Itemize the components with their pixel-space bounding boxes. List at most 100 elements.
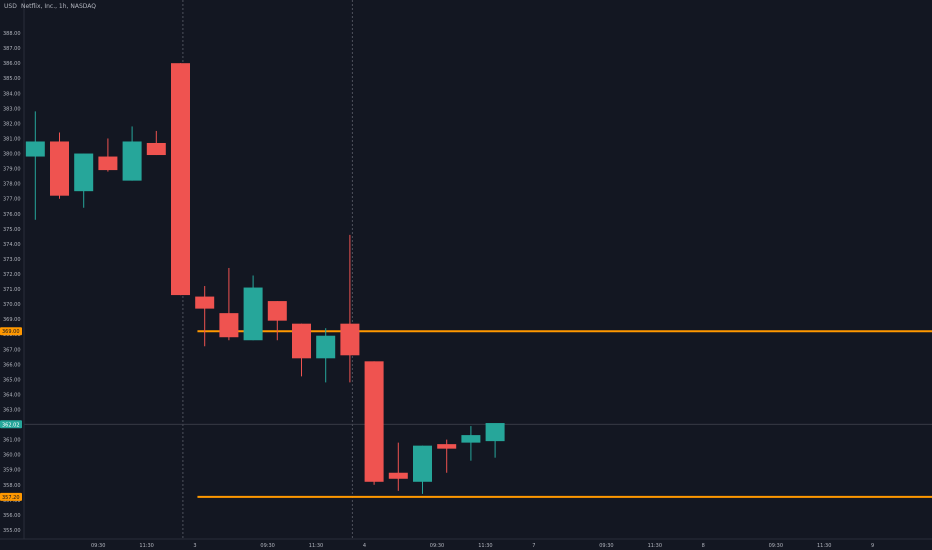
candle-body[interactable] bbox=[340, 323, 360, 356]
level-price-tag: 357.20 bbox=[0, 492, 22, 501]
candles[interactable] bbox=[25, 63, 505, 494]
level-price-tag-box bbox=[0, 327, 22, 336]
candle-body[interactable] bbox=[171, 63, 190, 296]
level-lines[interactable] bbox=[197, 330, 932, 498]
candle[interactable] bbox=[413, 445, 432, 494]
price-tick-label: 357.00 bbox=[3, 498, 21, 504]
candle[interactable] bbox=[243, 275, 263, 341]
candle[interactable] bbox=[195, 286, 215, 347]
price-tick-label: 370.00 bbox=[3, 302, 21, 308]
candle-body[interactable] bbox=[437, 444, 457, 449]
price-tick-label: 359.00 bbox=[3, 468, 21, 474]
time-tick-label: 11:30 bbox=[817, 543, 831, 549]
candle-body[interactable] bbox=[292, 323, 311, 359]
candle[interactable] bbox=[340, 234, 360, 383]
candle-body[interactable] bbox=[74, 153, 94, 192]
price-tick-label: 388.00 bbox=[3, 31, 21, 37]
candle[interactable] bbox=[364, 361, 384, 485]
time-tick-label: 09:30 bbox=[91, 543, 105, 549]
candle-body[interactable] bbox=[243, 287, 263, 341]
candle-body[interactable] bbox=[364, 361, 384, 482]
price-tick-label: 355.00 bbox=[3, 528, 21, 534]
time-tick-label: 09:30 bbox=[430, 543, 444, 549]
last-price-tag: 362.02 bbox=[0, 420, 22, 429]
candle-body[interactable] bbox=[267, 301, 287, 321]
price-tick-label: 374.00 bbox=[3, 242, 21, 248]
candle-body[interactable] bbox=[98, 156, 118, 171]
candle-body[interactable] bbox=[25, 141, 45, 157]
candle[interactable] bbox=[171, 63, 190, 296]
price-tick-label: 368.00 bbox=[3, 332, 21, 338]
candle-body[interactable] bbox=[122, 141, 142, 181]
candle-body[interactable] bbox=[485, 423, 505, 442]
candle-body[interactable] bbox=[461, 435, 481, 443]
price-tick-label: 382.00 bbox=[3, 121, 21, 127]
candle[interactable] bbox=[25, 111, 45, 220]
candle-body[interactable] bbox=[219, 313, 239, 338]
candle[interactable] bbox=[219, 267, 239, 341]
price-tick-label: 363.00 bbox=[3, 408, 21, 414]
time-axis-background bbox=[0, 539, 932, 550]
price-tick-label: 386.00 bbox=[3, 61, 21, 67]
time-tick-label: 09:30 bbox=[260, 543, 274, 549]
candle[interactable] bbox=[50, 132, 69, 199]
candle-body[interactable] bbox=[146, 142, 166, 156]
price-tick-label: 373.00 bbox=[3, 257, 21, 263]
candle[interactable] bbox=[461, 426, 481, 461]
time-axis[interactable]: 09:30 11:30 3 09:30 11:30 4 09:30 11:30 7 09:30 11… bbox=[0, 538, 932, 550]
price-tick-label: 366.00 bbox=[3, 362, 21, 368]
time-tick-label: 09:30 bbox=[599, 543, 613, 549]
price-tick-label: 369.00 bbox=[3, 317, 21, 323]
level-price-tag-text: 369.00 bbox=[2, 329, 20, 335]
time-tick-label: 9 bbox=[871, 543, 874, 549]
candle[interactable] bbox=[437, 439, 457, 473]
candle[interactable] bbox=[292, 323, 311, 377]
time-tick-label: 11:30 bbox=[139, 543, 153, 549]
price-tick-label: 365.00 bbox=[3, 377, 21, 383]
time-tick-label: 09:30 bbox=[769, 543, 783, 549]
candle[interactable] bbox=[122, 126, 142, 181]
time-tick-label: 3 bbox=[193, 543, 196, 549]
price-tick-label: 367.00 bbox=[3, 347, 21, 353]
price-tick-label: 379.00 bbox=[3, 167, 21, 173]
price-tick-label: 364.00 bbox=[3, 392, 21, 398]
candle[interactable] bbox=[74, 153, 94, 208]
candle[interactable] bbox=[146, 130, 166, 156]
time-tick-label: 4 bbox=[363, 543, 366, 549]
candle[interactable] bbox=[267, 301, 287, 341]
time-tick-label: 8 bbox=[702, 543, 705, 549]
price-axis[interactable]: 355.00 356.00 357.00 358.00 359.00 360.00 361.… bbox=[0, 0, 25, 550]
price-tick-label: 378.00 bbox=[3, 182, 21, 188]
last-price-tag-box bbox=[0, 420, 22, 429]
price-tick-label: 356.00 bbox=[3, 513, 21, 519]
price-tags: 369.00 357.20 362.02 bbox=[0, 327, 22, 501]
candle-body[interactable] bbox=[195, 296, 215, 309]
time-tick-label: 11:30 bbox=[478, 543, 492, 549]
price-tick-label: 371.00 bbox=[3, 287, 21, 293]
price-tick-label: 383.00 bbox=[3, 106, 21, 112]
price-tick-label: 385.00 bbox=[3, 76, 21, 82]
candle-body[interactable] bbox=[316, 335, 336, 359]
candle[interactable] bbox=[388, 442, 408, 491]
candle-body[interactable] bbox=[50, 141, 69, 196]
currency-label[interactable]: USD bbox=[4, 3, 17, 10]
price-tick-label: 384.00 bbox=[3, 91, 21, 97]
price-tick-label: 372.00 bbox=[3, 272, 21, 278]
price-tick-label: 360.00 bbox=[3, 453, 21, 459]
level-price-tag-text: 357.20 bbox=[2, 495, 20, 501]
candle[interactable] bbox=[485, 423, 505, 458]
chart-header: USD Netflix, Inc., 1h, NASDAQ bbox=[4, 3, 96, 10]
level-price-tag: 369.00 bbox=[0, 327, 22, 336]
last-price-tag-text: 362.02 bbox=[2, 422, 20, 428]
candle[interactable] bbox=[316, 328, 336, 383]
candle-body[interactable] bbox=[413, 445, 432, 482]
candle-body[interactable] bbox=[388, 472, 408, 479]
level-price-tag-box bbox=[0, 492, 22, 501]
time-tick-label: 7 bbox=[532, 543, 535, 549]
price-axis-background bbox=[0, 0, 24, 550]
time-tick-label: 11:30 bbox=[648, 543, 662, 549]
candle[interactable] bbox=[98, 138, 118, 172]
price-tick-label: 381.00 bbox=[3, 136, 21, 142]
symbol-info: Netflix, Inc., 1h, NASDAQ bbox=[21, 3, 96, 10]
